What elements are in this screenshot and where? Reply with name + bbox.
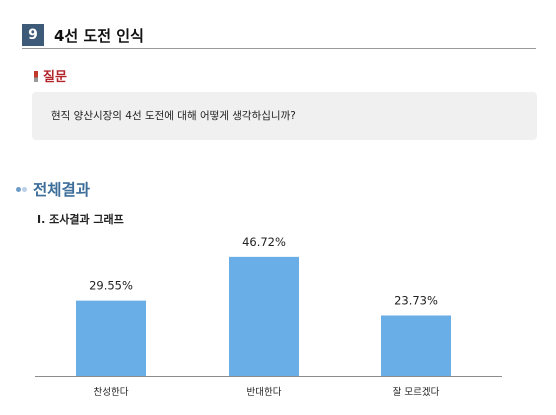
question-label: 질문 [34, 66, 67, 85]
section-title: 4선 도전 인식 [54, 27, 144, 45]
data-label-1: 29.55% [89, 279, 133, 293]
bar-2 [229, 256, 299, 376]
category-label-3: 잘 모르겠다 [393, 386, 440, 398]
data-label-3: 23.73% [394, 293, 438, 307]
question-label-text: 질문 [43, 70, 67, 85]
section-number: 9 [22, 24, 44, 46]
graph-subheading: I. 조사결과 그래프 [37, 213, 124, 226]
results-heading-text: 전체결과 [33, 181, 91, 199]
question-text: 현직 양산시장의 4선 도전에 대해 어떻게 생각하십니까? [51, 110, 296, 122]
question-marker-icon [34, 71, 38, 82]
data-label-2: 46.72% [242, 235, 286, 249]
question-box: 현직 양산시장의 4선 도전에 대해 어떻게 생각하십니까? [32, 92, 537, 140]
results-heading: 전체결과 [16, 178, 90, 200]
bar-1 [76, 300, 146, 376]
bullet-dots-icon [16, 178, 28, 196]
category-label-1: 찬성한다 [94, 387, 129, 398]
bar-3 [381, 315, 451, 376]
category-label-2: 반대한다 [247, 387, 282, 398]
section-header: 9 4선 도전 인식 [22, 24, 536, 49]
